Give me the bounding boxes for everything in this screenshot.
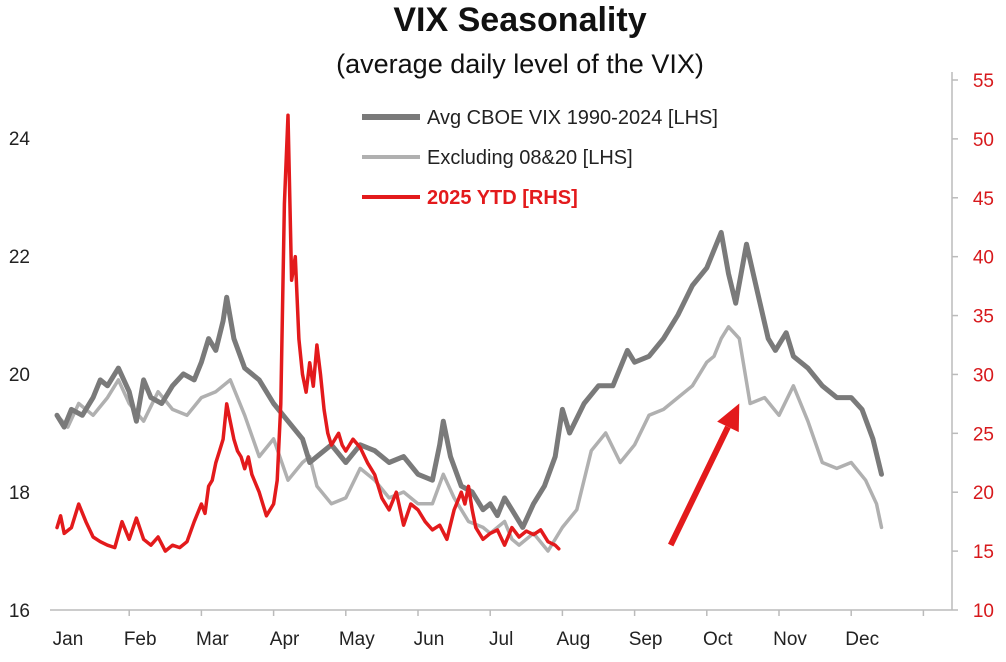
- axes: 16 18 20 22 24 10 15 20 25 30 35 40 45 50 55 Jan Feb Mar A…: [9, 71, 994, 650]
- y-right-tick-label: 45: [973, 189, 994, 210]
- x-tick-label: Nov: [773, 629, 807, 650]
- y-right-tick-label: 10: [973, 601, 994, 622]
- y-left-tick-label: 16: [9, 601, 30, 622]
- legend-label-avg: Avg CBOE VIX 1990-2024 [LHS]: [427, 107, 718, 129]
- trend-arrow-head: [717, 403, 740, 433]
- series-layer: [54, 113, 884, 553]
- annotation-layer: [668, 403, 740, 547]
- legend-label-2025: 2025 YTD [RHS]: [427, 187, 578, 209]
- x-tick-label: Oct: [703, 629, 733, 650]
- y-right-tick-label: 50: [973, 130, 994, 151]
- y-right-tick-label: 30: [973, 365, 994, 386]
- x-tick-label: Mar: [196, 629, 229, 650]
- chart-subtitle: (average daily level of the VIX): [336, 49, 704, 79]
- series-line-2: [55, 113, 561, 553]
- y-right-tick-label: 55: [973, 71, 994, 92]
- y-right-tick-label: 15: [973, 542, 994, 563]
- y-right-tick-label: 25: [973, 424, 994, 445]
- trend-arrow-shaft: [668, 425, 731, 547]
- x-tick-label: Jun: [414, 629, 445, 650]
- y-left-tick-label: 24: [9, 129, 31, 150]
- series-line-1: [55, 325, 884, 553]
- y-left-tick-label: 20: [9, 365, 30, 386]
- x-tick-label: Feb: [124, 629, 157, 650]
- x-tick-label: May: [339, 629, 375, 650]
- x-tick-label: Jul: [489, 629, 513, 650]
- y-left-tick-label: 18: [9, 483, 30, 504]
- x-tick-label: Sep: [629, 629, 663, 650]
- legend-label-excluding: Excluding 08&20 [LHS]: [427, 147, 633, 169]
- y-left-tick-label: 22: [9, 247, 30, 268]
- y-right-tick-label: 40: [973, 248, 994, 269]
- legend: Avg CBOE VIX 1990-2024 [LHS] Excluding 0…: [362, 107, 718, 209]
- chart-title: VIX Seasonality: [393, 1, 646, 39]
- x-tick-label: Aug: [556, 629, 590, 650]
- series-line-0: [54, 229, 884, 530]
- y-right-tick-label: 20: [973, 483, 994, 504]
- x-tick-label: Apr: [270, 629, 300, 650]
- x-tick-label: Jan: [53, 629, 84, 650]
- y-right-tick-label: 35: [973, 307, 994, 328]
- x-tick-label: Dec: [845, 629, 879, 650]
